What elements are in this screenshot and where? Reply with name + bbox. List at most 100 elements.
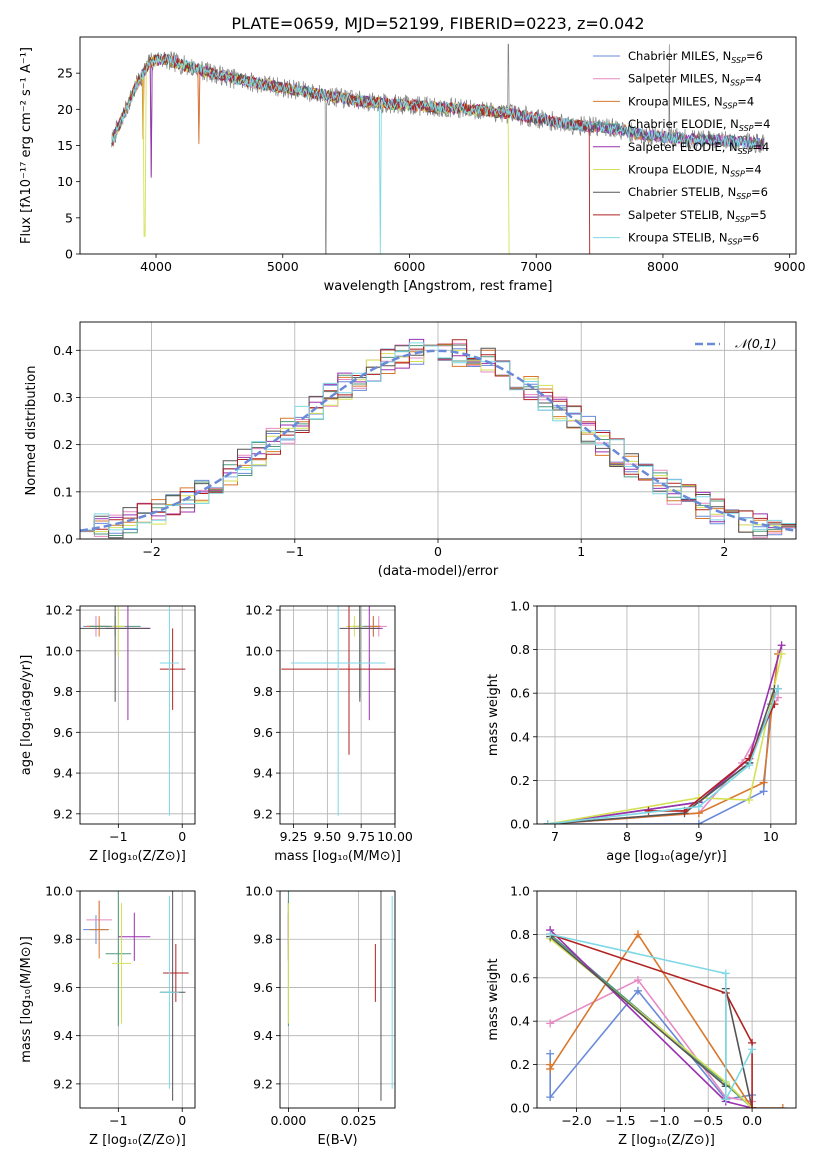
- mass-weight-marker: [721, 969, 730, 978]
- y-tick-label: 0.6: [510, 686, 530, 701]
- figure-title: PLATE=0659, MJD=52199, FIBERID=0223, z=0…: [231, 14, 644, 33]
- x-tick-label: 0: [178, 829, 186, 844]
- mass-weight-marker: [694, 820, 703, 824]
- y-tick-label: 9.2: [53, 1076, 73, 1091]
- x-axis-label: (data-model)/error: [378, 564, 499, 579]
- y-tick-label: 10.0: [45, 884, 73, 899]
- mass-weight-marker: [777, 649, 786, 658]
- x-axis-label: Z [log₁₀(Z/Z⊙)]: [89, 1133, 186, 1148]
- y-tick-label: 0.0: [53, 532, 73, 547]
- model-spectrum: [111, 52, 758, 254]
- x-tick-label: 7: [551, 829, 559, 844]
- x-tick-label: −1: [109, 829, 127, 844]
- mass-weight-marker: [774, 684, 783, 693]
- legend-label: Chabrier MILES, NSSP=6: [628, 49, 763, 65]
- residual-histogram: [80, 339, 796, 531]
- y-tick-label: 10: [57, 174, 73, 189]
- plot-area-mass_weight_vs_z: [546, 926, 787, 1108]
- axes-residuals: −2 −1 0 1 2 0.0 0.1 0.2 0.3 0.4 (data-model)/error…: [24, 321, 797, 579]
- y-tick-label: 0.2: [53, 437, 73, 452]
- y-tick-label: 10.0: [245, 884, 273, 899]
- mass-weight-line: [550, 933, 753, 1100]
- x-tick-label: 0: [434, 544, 442, 559]
- y-axis-label: mass weight: [486, 958, 501, 1040]
- y-tick-label: 9.4: [253, 1028, 273, 1043]
- y-tick-label: 9.2: [53, 806, 73, 821]
- y-tick-label: 9.2: [253, 1076, 273, 1091]
- axes-frame: [279, 605, 396, 825]
- legend-label: Chabrier STELIB, NSSP=6: [628, 185, 768, 201]
- x-axis-label: age [log₁₀(age/yr)]: [606, 849, 727, 864]
- legend-label: Salpeter ELODIE, NSSP=4: [628, 140, 769, 156]
- y-tick-label: 9.8: [53, 684, 73, 699]
- y-tick-label: 0.2: [510, 1057, 530, 1072]
- legend-label: 𝒩(0,1): [735, 336, 777, 351]
- y-tick-label: 9.4: [53, 766, 73, 781]
- y-tick-label: 9.4: [53, 1028, 73, 1043]
- x-tick-label: 9.50: [313, 829, 341, 844]
- mass-weight-marker: [543, 820, 552, 824]
- mass-weight-marker: [721, 1095, 730, 1104]
- legend-label: Salpeter STELIB, NSSP=5: [628, 208, 767, 224]
- axes-mass_vs_ebv: 0.000 0.025 9.2 9.4 9.6 9.8 10.0 E(B-V): [245, 884, 396, 1148]
- y-tick-label: 9.6: [253, 725, 273, 740]
- spectrum-legend: Chabrier MILES, NSSP=6 Salpeter MILES, NS…: [593, 49, 770, 247]
- mass-weight-marker: [633, 975, 642, 984]
- y-axis-label: mass weight: [486, 674, 501, 756]
- plot-area-mass_vs_ebv: [287, 891, 393, 1101]
- mass-weight-line: [547, 688, 776, 824]
- residual-histogram: [80, 342, 796, 531]
- y-tick-label: 9.4: [253, 766, 273, 781]
- x-tick-label: 0.000: [271, 1113, 307, 1128]
- x-tick-label: 10.00: [377, 829, 413, 844]
- x-tick-label: 10: [763, 829, 779, 844]
- mass-weight-marker: [759, 787, 768, 796]
- axes-mass_weight_vs_age: 7 8 9 10 0.0 0.2 0.4 0.6 0.8 1.0 age [log₁₀(age/yr…: [486, 599, 797, 864]
- x-tick-label: 0.025: [341, 1113, 377, 1128]
- axes-frame: [536, 890, 797, 1109]
- x-tick-label: −1: [109, 1113, 127, 1128]
- x-tick-label: 9.25: [280, 829, 308, 844]
- y-tick-label: 0: [65, 247, 73, 262]
- plot-area-mass_weight_vs_age: [543, 641, 786, 824]
- x-tick-label: −0.5: [693, 1113, 723, 1128]
- axes-frame: [279, 890, 396, 1109]
- mass-weight-marker: [633, 986, 642, 995]
- y-tick-label: 0.6: [510, 970, 530, 985]
- legend-label: Kroupa ELODIE, NSSP=4: [628, 163, 762, 179]
- x-tick-label: 8: [623, 829, 631, 844]
- mass-weight-marker: [745, 761, 754, 770]
- y-axis-label: age [log₁₀(age/yr)]: [19, 655, 34, 776]
- y-tick-label: 1.0: [510, 599, 530, 614]
- axes-mass_weight_vs_z: −2.0 −1.5 −1.0 −0.5 0.0 0.0 0.2 0.4 0.6 0.8 1.0 Z […: [486, 884, 797, 1148]
- y-tick-label: 9.8: [253, 684, 273, 699]
- x-axis-label: wavelength [Angstrom, rest frame]: [324, 279, 553, 294]
- y-tick-label: 10.2: [45, 603, 73, 618]
- mass-weight-marker: [546, 1019, 555, 1028]
- x-tick-label: 7000: [520, 259, 552, 274]
- mass-weight-marker: [694, 802, 703, 811]
- y-tick-label: 9.2: [253, 806, 273, 821]
- legend-label: Chabrier ELODIE, NSSP=4: [628, 117, 770, 133]
- y-tick-label: 1.0: [510, 884, 530, 899]
- y-tick-label: 0.4: [510, 729, 530, 744]
- x-axis-label: Z [log₁₀(Z/Z⊙)]: [618, 1133, 715, 1148]
- mass-weight-marker: [644, 806, 653, 815]
- axes-frame: [79, 605, 196, 825]
- y-tick-label: 0.0: [510, 1101, 530, 1116]
- y-tick-label: 10.2: [245, 603, 273, 618]
- x-axis-label: mass [log₁₀(M/M⊙)]: [274, 849, 401, 864]
- x-tick-label: −2: [142, 544, 160, 559]
- mass-weight-marker: [546, 1093, 555, 1102]
- x-tick-label: −1.5: [605, 1113, 635, 1128]
- x-axis-label: Z [log₁₀(Z/Z⊙)]: [89, 849, 186, 864]
- y-tick-label: 10.0: [245, 643, 273, 658]
- y-tick-label: 0.2: [510, 773, 530, 788]
- x-tick-label: 8000: [647, 259, 679, 274]
- axes-frame: [79, 36, 797, 255]
- x-tick-label: 1: [577, 544, 585, 559]
- axes-frame: [536, 605, 797, 825]
- mass-weight-marker: [546, 1064, 555, 1073]
- y-tick-label: 9.8: [253, 932, 273, 947]
